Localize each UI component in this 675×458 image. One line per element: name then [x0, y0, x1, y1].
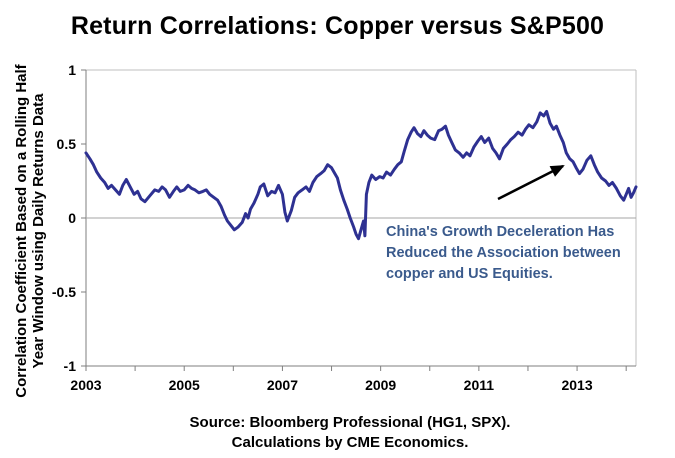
source-line-1: Source: Bloomberg Professional (HG1, SPX… — [189, 414, 511, 431]
y-axis-ticks: 1 0.5 0 -0.5 -1 — [52, 62, 86, 374]
x-tick-label: 2007 — [267, 377, 298, 393]
x-tick-label: 2011 — [464, 377, 495, 393]
x-tick-label: 2005 — [169, 377, 200, 393]
x-tick-label: 2003 — [70, 377, 101, 393]
x-tick-label: 2013 — [561, 377, 592, 393]
source-line-2: Calculations by CME Economics. — [231, 434, 469, 451]
annotation-arrow — [497, 164, 565, 201]
y-tick-label: 1 — [68, 62, 76, 78]
arrow-head — [549, 165, 565, 177]
arrow-shaft — [497, 164, 564, 201]
chart-title: Return Correlations: Copper versus S&P50… — [70, 12, 605, 40]
series-layer — [84, 109, 638, 241]
annotation-text: China's Growth Deceleration Has Reduced … — [386, 224, 621, 282]
axes — [85, 69, 637, 367]
x-tick-label: 2009 — [365, 377, 396, 393]
y-tick-label: 0.5 — [57, 136, 77, 152]
series-line — [84, 109, 638, 241]
source-note: Source: Bloomberg Professional (HG1, SPX… — [90, 413, 610, 453]
x-axis-ticks: 2003 2005 2007 2009 2011 2013 — [70, 366, 627, 393]
y-tick-label: -0.5 — [52, 284, 76, 300]
y-tick-label: 0 — [68, 210, 76, 226]
y-tick-label: -1 — [64, 358, 77, 374]
